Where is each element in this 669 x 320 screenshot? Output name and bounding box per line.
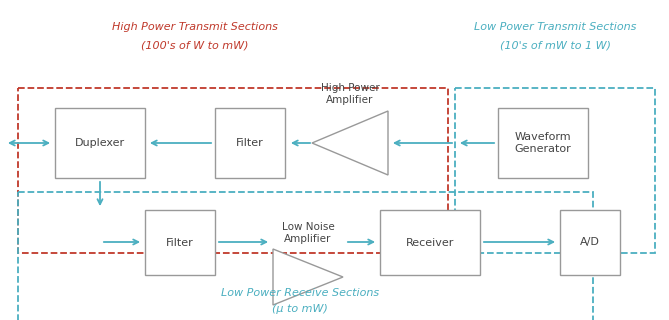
Text: Filter: Filter: [166, 237, 194, 247]
Bar: [455, 88, 655, 253]
Bar: [380, 210, 480, 275]
Text: Filter: Filter: [236, 138, 264, 148]
Bar: [18, 88, 448, 253]
Polygon shape: [273, 249, 343, 305]
Text: Low Power Receive Sections: Low Power Receive Sections: [221, 288, 379, 298]
Bar: [18, 192, 593, 320]
Text: Duplexer: Duplexer: [75, 138, 125, 148]
Text: Receiver: Receiver: [406, 237, 454, 247]
Text: Low Noise
Amplifier: Low Noise Amplifier: [282, 222, 334, 244]
Text: (10's of mW to 1 W): (10's of mW to 1 W): [500, 40, 611, 50]
Text: High Power Transmit Sections: High Power Transmit Sections: [112, 22, 278, 32]
Text: (μ to mW): (μ to mW): [272, 304, 328, 314]
Bar: [215, 108, 285, 178]
Polygon shape: [312, 111, 388, 175]
Text: A/D: A/D: [580, 237, 600, 247]
Text: Waveform
Generator: Waveform Generator: [514, 132, 571, 154]
Bar: [55, 108, 145, 178]
Bar: [498, 108, 588, 178]
Text: (100's of W to mW): (100's of W to mW): [141, 40, 249, 50]
Text: Low Power Transmit Sections: Low Power Transmit Sections: [474, 22, 636, 32]
Bar: [560, 210, 620, 275]
Text: High Power
Amplifier: High Power Amplifier: [320, 84, 379, 105]
Bar: [145, 210, 215, 275]
